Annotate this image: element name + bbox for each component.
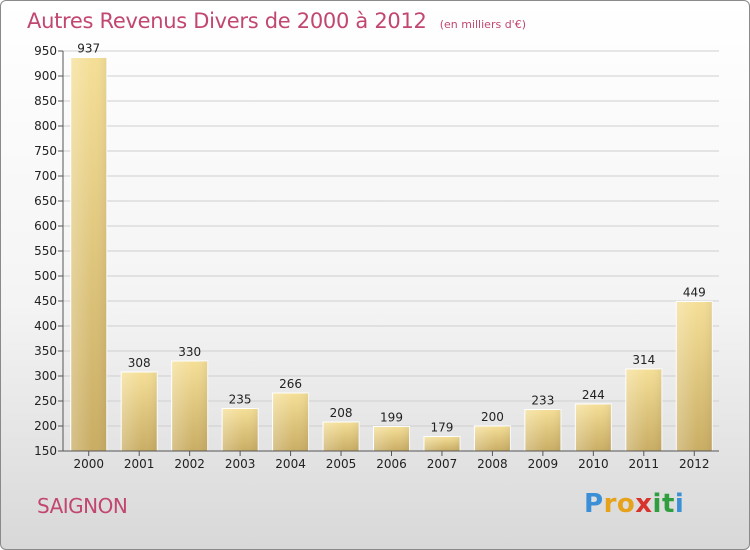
bar-shine [323, 422, 360, 451]
bar-value-label: 235 [229, 393, 252, 407]
y-tick-label: 750 [34, 144, 57, 158]
bar-shine [676, 301, 713, 451]
logo-letter: i [674, 489, 685, 519]
bar-shine [272, 393, 309, 451]
x-tick-label: 2006 [376, 457, 407, 471]
y-tick-label: 450 [34, 294, 57, 308]
grid-lines [63, 50, 719, 452]
y-tick-label: 900 [34, 69, 57, 83]
y-tick-label: 550 [34, 244, 57, 258]
y-tick-label: 350 [34, 344, 57, 358]
y-tick-label: 150 [34, 444, 57, 458]
x-tick-label: 2011 [629, 457, 660, 471]
logo-letter: x [635, 489, 653, 519]
chart-title: Autres Revenus Divers de 2000 à 2012 [27, 9, 427, 33]
x-axis: 2000 2001 2002 2003 2004 2005 2006 2007 2008 2009… [63, 450, 719, 471]
bars: 937 308 330 235 266 208 199 179 200 233 244 314 449 [70, 42, 713, 452]
bar-shine [625, 369, 662, 451]
chart-title-block: Autres Revenus Divers de 2000 à 2012 (en… [27, 9, 526, 33]
bar-shine [474, 426, 511, 451]
y-tick-label: 850 [34, 94, 57, 108]
bar-shine [373, 426, 410, 451]
bar-shine [121, 372, 158, 451]
logo-letter: o [616, 489, 636, 519]
bar-shine [171, 361, 208, 451]
place-name: SAIGNON [37, 494, 128, 518]
bar-shine [222, 408, 259, 451]
proxiti-logo: Proxiti [584, 489, 684, 519]
x-tick-label: 2004 [275, 457, 306, 471]
y-tick-label: 300 [34, 369, 57, 383]
bar-shine [575, 404, 612, 451]
bar-value-label: 449 [683, 286, 706, 300]
logo-letter: t [661, 489, 675, 519]
bar-value-label: 244 [582, 388, 605, 402]
bar-shine [524, 409, 561, 451]
y-axis: 150 200 250 300 350 400 450 500 550 600 650 700 750 8… [34, 44, 64, 458]
x-tick-label: 2007 [427, 457, 458, 471]
bar-value-label: 937 [77, 42, 100, 56]
bar-value-label: 208 [330, 406, 353, 420]
x-tick-label: 2001 [124, 457, 155, 471]
bar-shine [70, 57, 107, 451]
logo-letter: i [652, 489, 662, 519]
y-tick-label: 200 [34, 419, 57, 433]
y-tick-label: 800 [34, 119, 57, 133]
y-tick-label: 700 [34, 169, 57, 183]
x-tick-label: 2002 [174, 457, 205, 471]
bar-value-label: 200 [481, 410, 504, 424]
y-tick-label: 950 [34, 44, 57, 58]
x-tick-label: 2008 [477, 457, 508, 471]
x-tick-label: 2009 [528, 457, 559, 471]
bar-value-label: 199 [380, 411, 403, 425]
x-tick-label: 2005 [326, 457, 357, 471]
x-tick-label: 2003 [225, 457, 256, 471]
y-tick-label: 600 [34, 219, 57, 233]
bar-value-label: 308 [128, 356, 151, 370]
logo-letter: r [603, 489, 617, 519]
x-tick-label: 2012 [679, 457, 710, 471]
y-tick-label: 250 [34, 394, 57, 408]
bar-value-label: 233 [531, 394, 554, 408]
y-tick-label: 650 [34, 194, 57, 208]
x-tick-label: 2000 [73, 457, 104, 471]
chart-subtitle: (en milliers d'€) [439, 18, 526, 31]
bar-value-label: 179 [431, 421, 454, 435]
y-tick-label: 400 [34, 319, 57, 333]
bar-value-label: 314 [632, 353, 655, 367]
bar-value-label: 330 [178, 345, 201, 359]
bar-value-label: 266 [279, 377, 302, 391]
logo-letter: P [584, 489, 604, 519]
y-tick-label: 500 [34, 269, 57, 283]
x-tick-label: 2010 [578, 457, 609, 471]
bar-shine [423, 436, 460, 451]
